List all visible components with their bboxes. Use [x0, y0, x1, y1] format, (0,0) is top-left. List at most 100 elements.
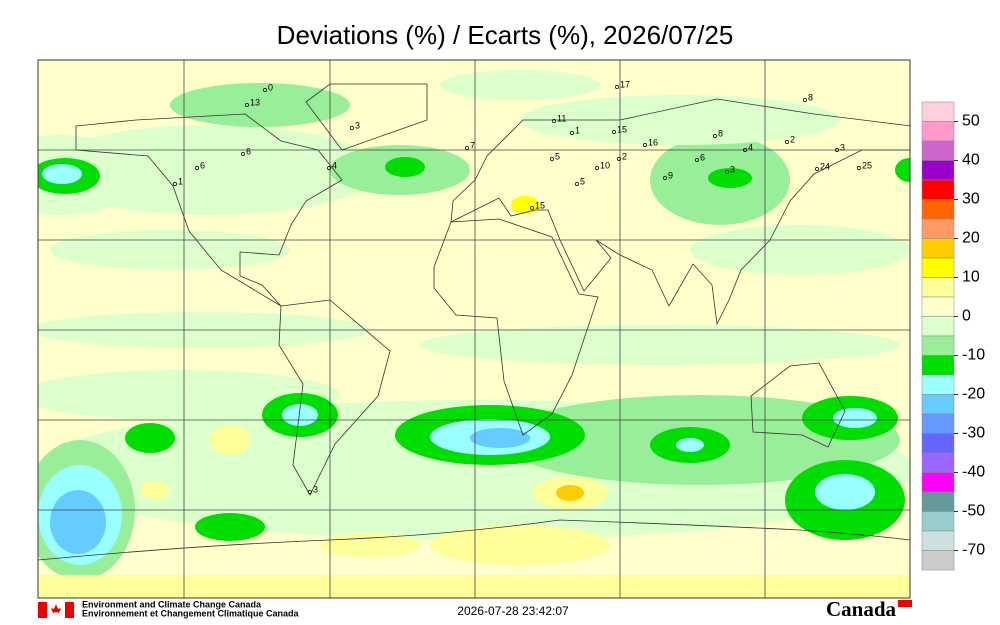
map-frame: [37, 59, 911, 599]
station-dot: [308, 490, 312, 494]
legend-swatch: [921, 101, 955, 122]
station-label: 11: [557, 113, 566, 123]
station-label: 3: [313, 484, 318, 494]
station-label: 6: [200, 160, 205, 170]
station-dot: [530, 206, 534, 210]
legend-swatch: [921, 121, 955, 142]
station-dot: [803, 98, 807, 102]
station-label: 5: [580, 176, 585, 186]
legend-label: -50: [962, 503, 985, 520]
station-label: 2: [622, 151, 627, 161]
station-label: 8: [718, 128, 723, 138]
station-dot: [615, 85, 619, 89]
legend-swatch: [921, 257, 955, 278]
station-label: 8: [808, 92, 813, 102]
station-label: 6: [246, 146, 251, 156]
station-dot: [570, 131, 574, 135]
station-dot: [350, 126, 354, 130]
station-label: 4: [332, 160, 337, 170]
station-label: 15: [535, 200, 545, 210]
legend-swatch: [921, 218, 955, 239]
station-dot: [195, 166, 199, 170]
station-dot: [550, 157, 554, 161]
station-label: 13: [250, 97, 260, 107]
station-dot: [575, 182, 579, 186]
station-dot: [241, 152, 245, 156]
legend-swatch: [921, 160, 955, 181]
legend-label: -10: [962, 347, 985, 364]
legend-swatch: [921, 433, 955, 454]
station-label: 3: [355, 120, 360, 130]
legend-label: -20: [962, 386, 985, 403]
station-dot: [785, 140, 789, 144]
legend-label: -30: [962, 425, 985, 442]
station-label: 25: [862, 160, 872, 170]
station-label: 16: [648, 137, 658, 147]
station-label: 4: [748, 142, 753, 152]
legend-swatch: [921, 140, 955, 161]
legend-label: 30: [962, 191, 980, 208]
station-dot: [713, 134, 717, 138]
legend-swatch: [921, 335, 955, 356]
legend-label: -40: [962, 464, 985, 481]
legend-swatch: [921, 277, 955, 298]
station-dot: [173, 182, 177, 186]
station-label: 5: [555, 151, 560, 161]
station-dot: [327, 166, 331, 170]
station-label: 6: [700, 152, 705, 162]
station-dot: [695, 158, 699, 162]
station-dot: [465, 146, 469, 150]
graticule: [38, 60, 910, 598]
coastlines: [38, 83, 910, 561]
wordmark: Canada: [826, 597, 897, 621]
station-dot: [245, 103, 249, 107]
legend-swatch: [921, 238, 955, 259]
flag-leaf: [51, 604, 61, 613]
legend-swatch: [921, 316, 955, 337]
legend-label: 40: [962, 152, 980, 169]
station-label: 2: [790, 134, 795, 144]
station-label: 15: [617, 124, 627, 134]
flag-band: [65, 602, 74, 618]
legend-label: 20: [962, 230, 980, 247]
station-label: 1: [575, 125, 580, 135]
station-dot: [263, 88, 267, 92]
station-label: 9: [668, 170, 673, 180]
legend-swatch: [921, 179, 955, 200]
legend-label: 10: [962, 269, 980, 286]
legend-swatch: [921, 511, 955, 532]
station-dot: [612, 130, 616, 134]
map-title: Deviations (%) / Ecarts (%), 2026/07/25: [277, 20, 734, 50]
legend-swatch: [921, 472, 955, 493]
station-dot: [617, 157, 621, 161]
station-label: 7: [470, 140, 475, 150]
station-dot: [835, 148, 839, 152]
station-dot: [725, 170, 729, 174]
station-dot: [743, 148, 747, 152]
legend-label: -70: [962, 542, 985, 559]
legend-swatch: [921, 452, 955, 473]
agency-fr: Environnement et Changement Climatique C…: [82, 608, 300, 618]
legend: 50 40 30 20 10 0 -10 -20 -30 -40 -50 -70: [921, 101, 985, 571]
legend-swatch: [921, 355, 955, 376]
station-label: 10: [600, 160, 610, 170]
legend-swatch: [921, 374, 955, 395]
station-label: 0: [268, 82, 273, 92]
timestamp: 2026-07-28 23:42:07: [457, 604, 569, 618]
agency-en: Environment and Climate Change Canada: [82, 599, 262, 609]
legend-label: 50: [962, 113, 980, 130]
station-dot: [595, 166, 599, 170]
station-dot: [643, 143, 647, 147]
legend-swatch: [921, 530, 955, 551]
wordmark-flag: [898, 600, 912, 607]
legend-swatch: [921, 394, 955, 415]
station-label: 24: [820, 161, 830, 171]
station-dot: [552, 119, 556, 123]
legend-swatch: [921, 296, 955, 317]
footer: Environment and Climate Change Canada En…: [38, 597, 912, 621]
station-dot: [857, 166, 861, 170]
legend-swatch: [921, 199, 955, 220]
